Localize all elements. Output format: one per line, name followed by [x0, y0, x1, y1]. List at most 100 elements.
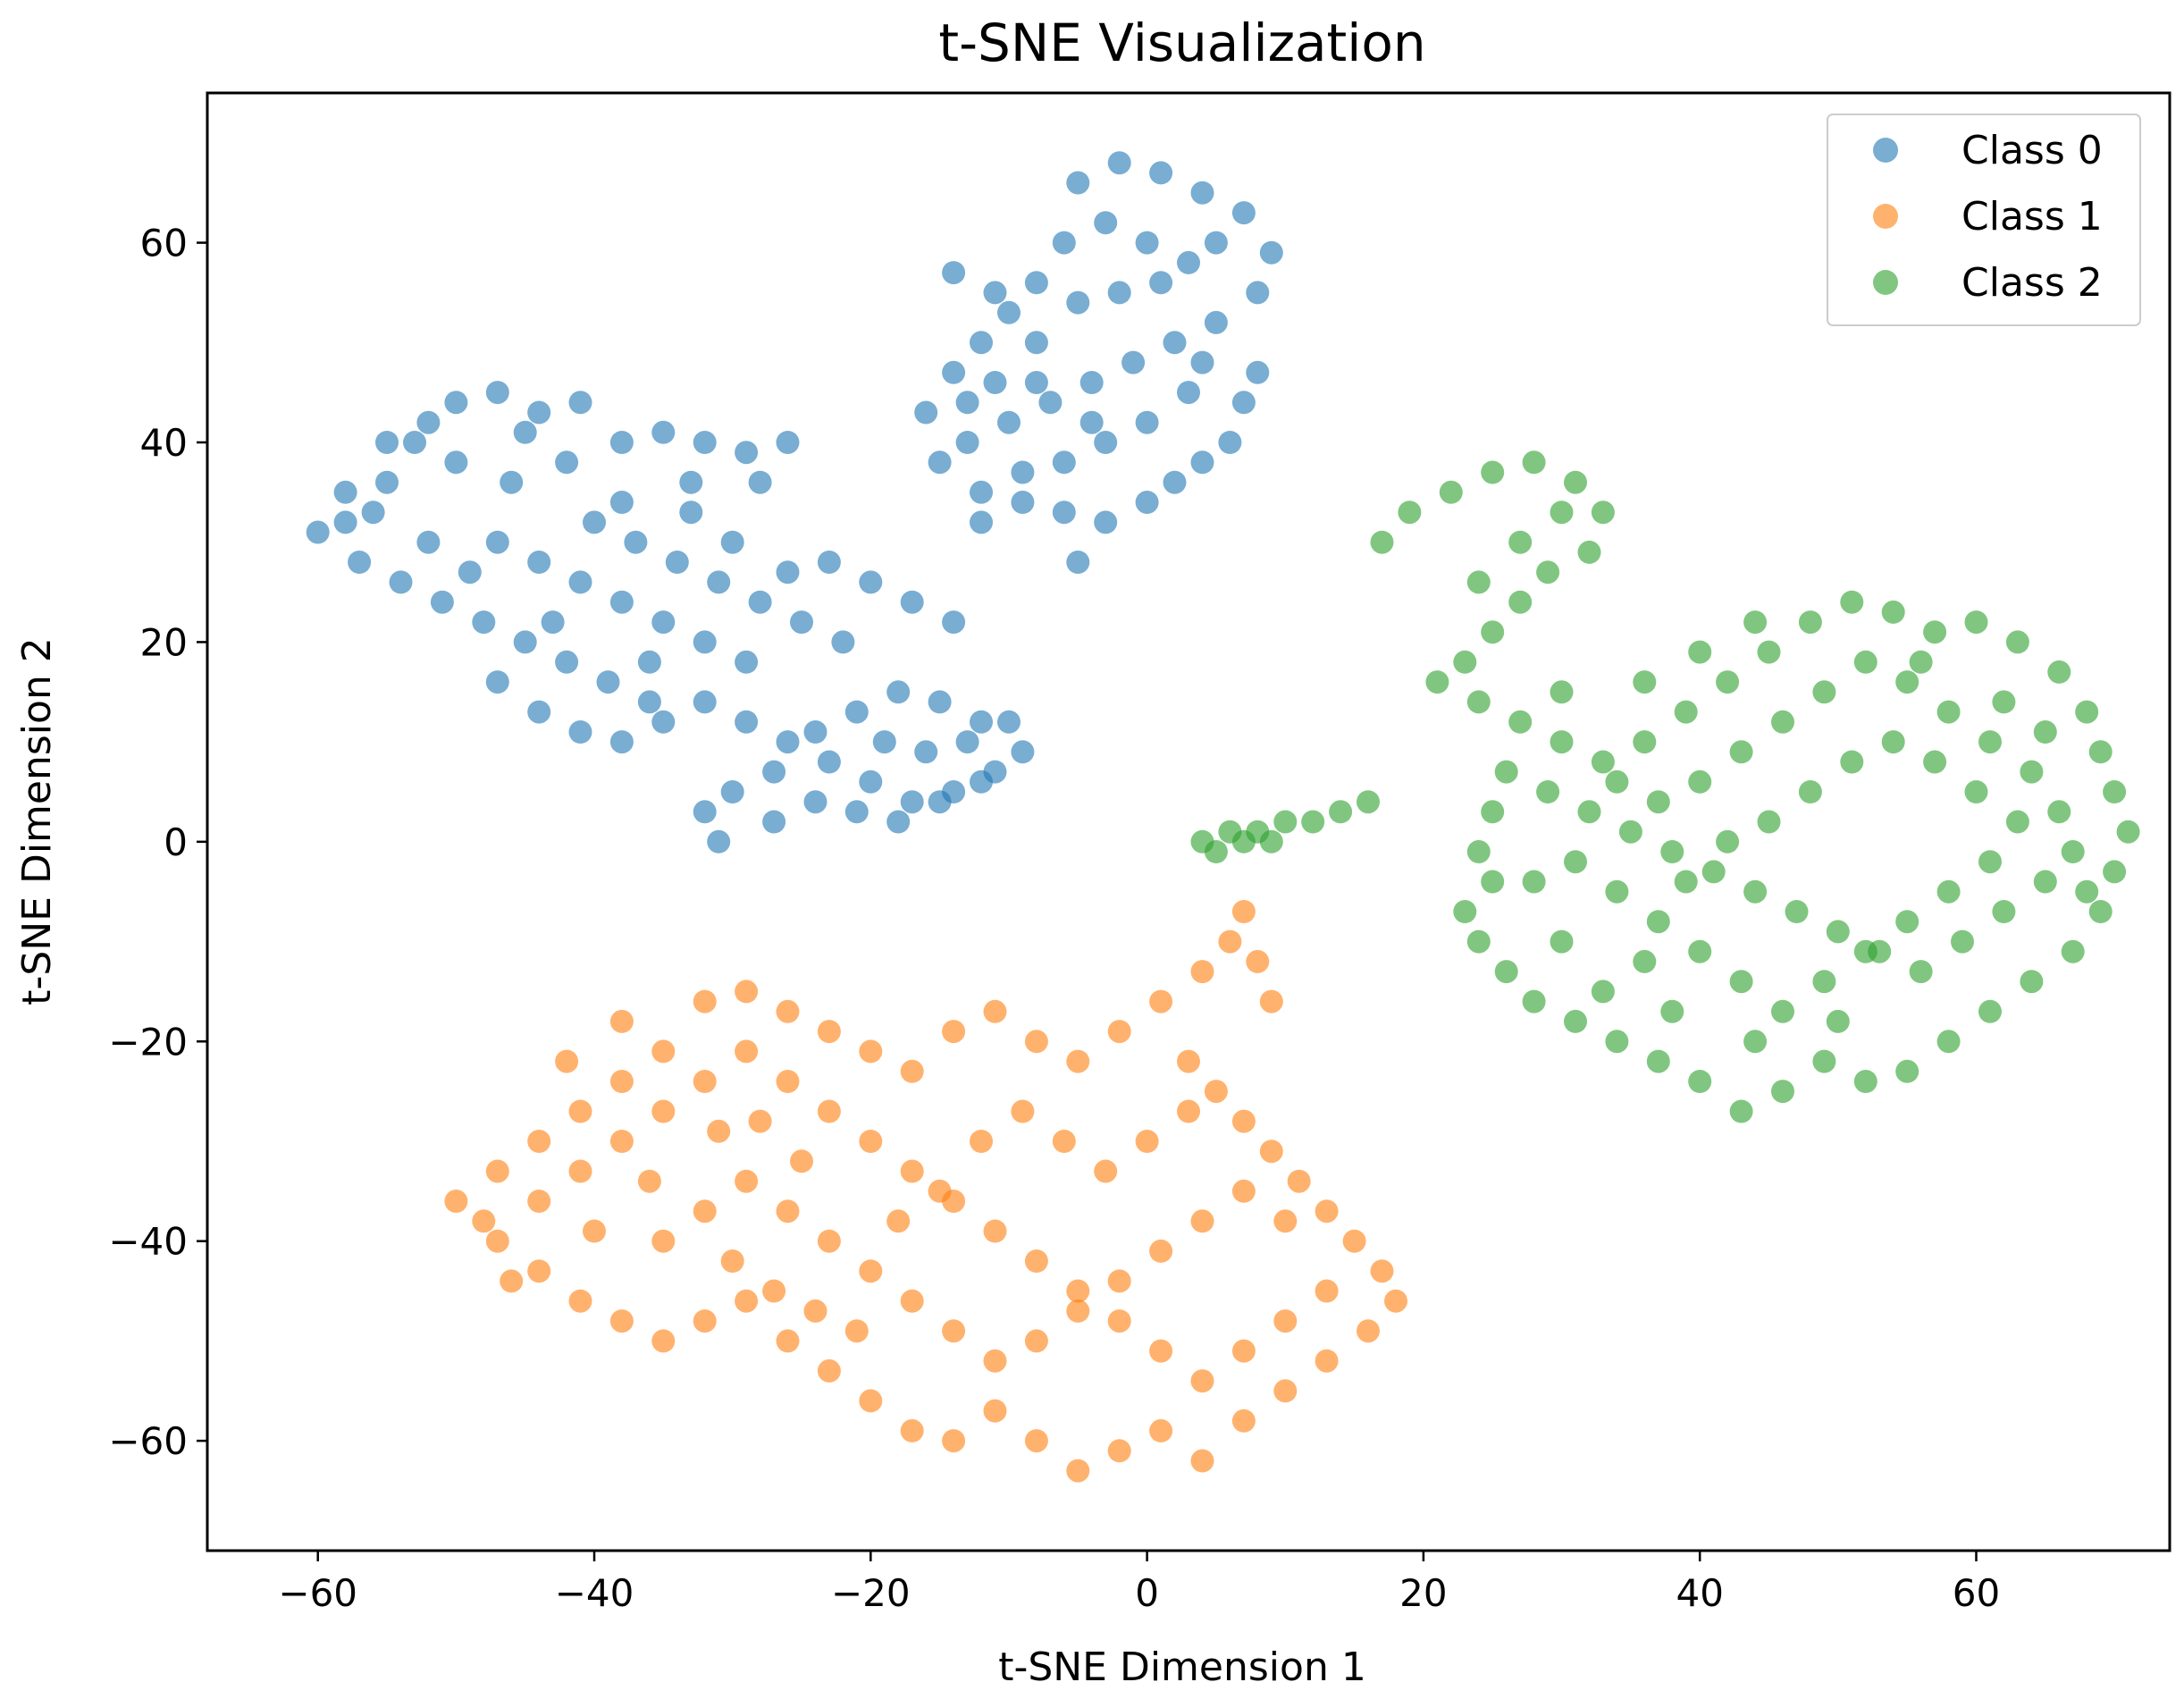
- x-tick-label: 40: [1676, 1571, 1723, 1615]
- data-point: [1094, 1159, 1118, 1183]
- data-point: [555, 650, 579, 674]
- data-point: [1522, 870, 1546, 894]
- data-point: [1011, 740, 1035, 764]
- data-point: [1550, 730, 1574, 754]
- data-point: [1812, 680, 1836, 704]
- data-point: [568, 1159, 592, 1183]
- legend-box: [1827, 114, 2141, 326]
- data-point: [568, 391, 592, 415]
- data-point: [1107, 281, 1131, 305]
- data-point: [928, 690, 952, 714]
- data-point: [2088, 740, 2113, 764]
- data-point: [1743, 879, 1768, 904]
- data-point: [983, 371, 1007, 394]
- data-point: [817, 750, 841, 774]
- data-point: [2061, 840, 2085, 863]
- data-point: [1231, 829, 1256, 854]
- data-point: [1107, 1020, 1131, 1044]
- legend-marker: [1873, 204, 1898, 229]
- data-point: [568, 1289, 592, 1313]
- data-point: [1231, 201, 1256, 225]
- x-tick-label: −40: [555, 1571, 634, 1615]
- data-point: [1978, 730, 2002, 754]
- data-point: [637, 650, 661, 674]
- data-point: [1633, 730, 1657, 754]
- data-point: [955, 431, 979, 454]
- data-point: [859, 570, 883, 594]
- data-point: [1633, 670, 1657, 694]
- data-point: [1066, 171, 1090, 195]
- data-point: [983, 1349, 1007, 1373]
- data-point: [1301, 810, 1325, 834]
- data-point: [1190, 960, 1214, 984]
- data-points: [306, 151, 2140, 1483]
- data-point: [942, 610, 966, 635]
- data-point: [748, 1109, 772, 1133]
- data-point: [942, 1319, 966, 1343]
- data-point: [1881, 730, 1905, 754]
- data-point: [1149, 989, 1173, 1014]
- data-point: [609, 431, 634, 454]
- data-point: [1190, 181, 1214, 205]
- chart-title: t-SNE Visualization: [938, 13, 1425, 73]
- data-point: [776, 431, 800, 454]
- data-point: [416, 410, 441, 434]
- data-point: [735, 1039, 759, 1064]
- x-tick-label: −20: [831, 1571, 911, 1615]
- data-point: [1204, 231, 1228, 255]
- data-point: [1357, 1319, 1380, 1343]
- data-point: [1798, 610, 1822, 635]
- data-point: [1052, 1130, 1076, 1153]
- data-point: [1964, 610, 1988, 635]
- data-point: [859, 770, 883, 794]
- data-point: [1246, 281, 1270, 305]
- data-point: [1273, 1309, 1298, 1333]
- data-point: [1287, 1169, 1311, 1193]
- data-point: [1757, 640, 1781, 664]
- data-point: [1785, 900, 1809, 923]
- data-point: [1177, 1049, 1200, 1073]
- data-point: [555, 450, 579, 475]
- data-point: [1646, 910, 1670, 934]
- data-point: [693, 1199, 717, 1224]
- data-point: [900, 790, 924, 814]
- data-point: [1246, 360, 1270, 384]
- data-point: [1577, 540, 1601, 564]
- data-point: [1190, 1369, 1214, 1393]
- data-point: [886, 1209, 911, 1233]
- data-point: [2033, 720, 2057, 744]
- data-point: [1315, 1279, 1339, 1303]
- data-point: [900, 1159, 924, 1183]
- data-point: [1840, 750, 1864, 774]
- data-point: [1466, 570, 1491, 594]
- data-point: [1992, 900, 2016, 923]
- data-point: [803, 1299, 827, 1323]
- data-point: [803, 720, 827, 744]
- data-point: [970, 770, 993, 794]
- data-point: [609, 1130, 634, 1153]
- data-point: [1231, 900, 1256, 923]
- data-point: [776, 999, 800, 1023]
- data-point: [1771, 710, 1794, 734]
- data-point: [1577, 800, 1601, 824]
- data-point: [472, 610, 496, 635]
- data-point: [1923, 620, 1947, 644]
- data-point: [900, 1418, 924, 1442]
- data-point: [1024, 331, 1048, 355]
- data-point: [1011, 491, 1035, 514]
- data-point: [1508, 530, 1533, 554]
- data-point: [1688, 939, 1712, 963]
- legend-label: Class 2: [1961, 260, 2103, 306]
- data-point: [707, 570, 731, 594]
- data-point: [333, 510, 357, 534]
- data-point: [776, 1199, 800, 1224]
- data-point: [1674, 700, 1698, 724]
- data-point: [527, 700, 551, 724]
- x-tick-label: 60: [1953, 1571, 2000, 1615]
- data-point: [1024, 371, 1048, 394]
- data-point: [651, 710, 676, 734]
- data-point: [900, 590, 924, 614]
- data-point: [859, 1130, 883, 1153]
- data-point: [1024, 271, 1048, 295]
